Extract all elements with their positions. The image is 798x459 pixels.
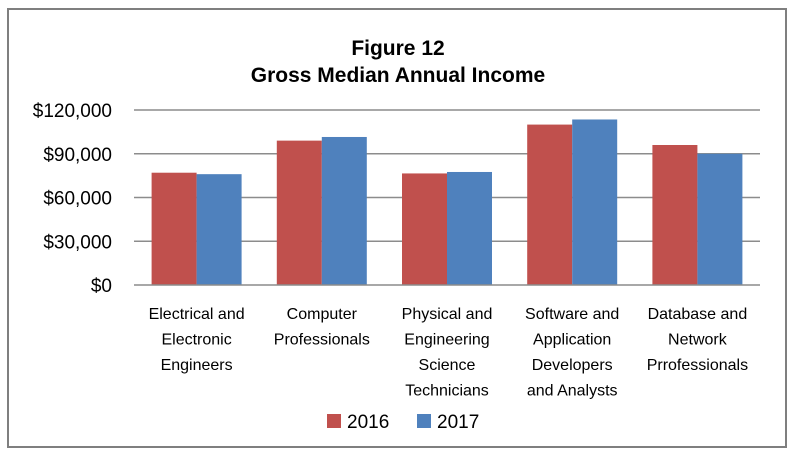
y-tick-label: $30,000: [43, 232, 112, 253]
x-category-label: Technicians: [405, 383, 489, 400]
legend-swatch-2016: [327, 414, 341, 428]
x-category-label: Software and: [525, 306, 619, 323]
bar-2016-0: [151, 172, 197, 285]
legend-swatch-2017: [417, 414, 431, 428]
y-tick-label: $120,000: [33, 101, 112, 122]
y-axis-ticks: $0 $30,000 $60,000 $90,000 $120,000: [33, 101, 112, 297]
x-category-label: Developers: [532, 357, 613, 374]
x-category-label: Science: [419, 357, 476, 374]
x-axis-categories: Electrical and Electronic Engineers Compute…: [149, 306, 749, 400]
x-category-label: and Analysts: [527, 383, 618, 400]
x-category-label: Network: [668, 332, 728, 349]
bar-2017-0: [196, 174, 242, 285]
x-category-label: Engineers: [161, 357, 233, 374]
x-category-label: Prrofessionals: [647, 357, 748, 374]
x-category-label: Application: [533, 332, 611, 349]
bar-2016-3: [527, 124, 573, 285]
legend-label: 2016: [347, 412, 389, 433]
bar-2017-1: [321, 136, 367, 285]
chart-subtitle: Gross Median Annual Income: [251, 64, 545, 87]
bar-2016-2: [402, 173, 447, 285]
y-tick-label: $90,000: [43, 145, 112, 166]
legend-label: 2017: [437, 412, 479, 433]
x-category-label: Electrical and: [149, 306, 245, 323]
bar-2017-3: [572, 119, 618, 286]
legend: 2016 2017: [327, 412, 479, 433]
bar-2017-2: [447, 171, 492, 285]
x-category-label: Electronic: [161, 332, 231, 349]
y-tick-label: $60,000: [43, 189, 112, 210]
x-category-label: Database and: [648, 306, 748, 323]
x-category-label: Engineering: [404, 332, 489, 349]
bar-2016-4: [652, 145, 698, 285]
x-category-label: Computer: [287, 306, 358, 323]
bar-2016-1: [276, 140, 322, 285]
bar-2017-4: [697, 153, 743, 285]
bars: [151, 119, 743, 286]
x-category-label: Professionals: [274, 332, 370, 349]
chart-title: Figure 12: [351, 37, 444, 60]
y-tick-label: $0: [91, 276, 112, 297]
x-category-label: Physical and: [402, 306, 493, 323]
